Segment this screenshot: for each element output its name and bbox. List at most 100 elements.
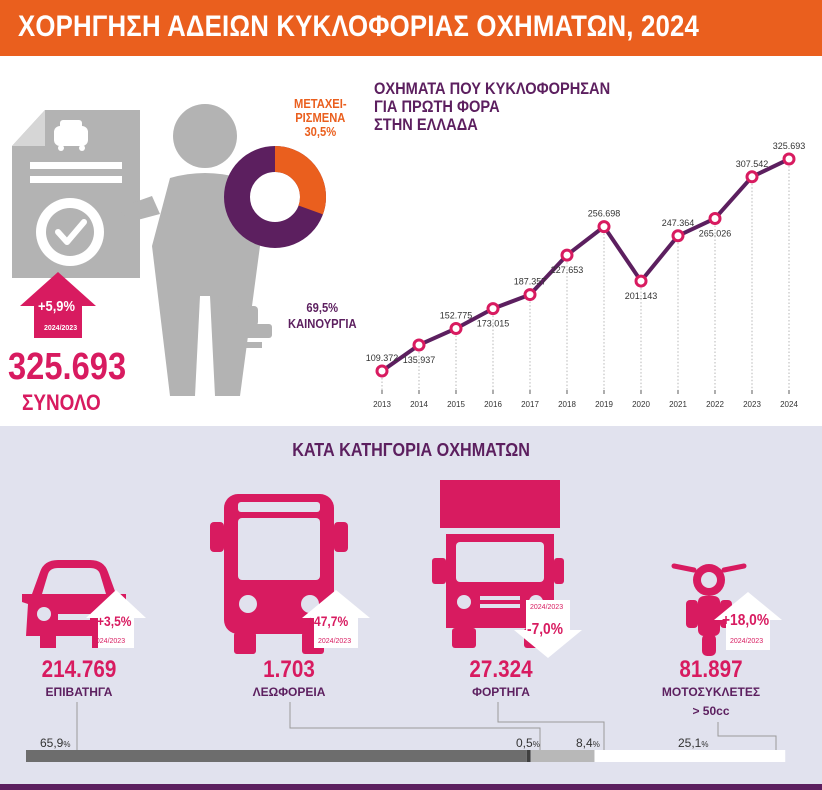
line-chart-title-3: ΣΤΗΝ ΕΛΛΑΔΑ	[374, 115, 478, 134]
buses-value: 1.703	[263, 656, 315, 683]
point-2022	[708, 211, 722, 225]
passenger-label: ΕΠΙΒΑΤΗΓΑ	[45, 685, 113, 699]
x-label-2023: 2023	[743, 400, 761, 409]
value-label-2023: 307.542	[736, 159, 769, 169]
passenger-share-label: 65,9%	[40, 736, 70, 750]
point-2024	[782, 152, 796, 166]
line-chart-title-1: ΟΧΗΜΑΤΑ ΠΟΥ ΚΥΚΛΟΦΟΡΗΣΑΝ	[374, 79, 611, 98]
value-label-2024: 325.693	[773, 141, 806, 151]
trucks-share-value: 8,4	[576, 736, 593, 750]
total-change: +5,9%	[38, 298, 75, 315]
connector-buses	[289, 702, 541, 750]
used-label: ΜΕΤΑΧΕΙ- ΡΙΣΜΕΝΑ 30,5%	[294, 97, 347, 139]
series-line	[380, 157, 790, 373]
pct-sign: %	[532, 740, 540, 749]
pct-sign: %	[63, 740, 71, 749]
document-icon	[12, 110, 140, 278]
pct-sign: %	[701, 740, 709, 749]
trucks-value: 27.324	[469, 656, 533, 683]
point-2023	[745, 170, 759, 184]
x-label-2019: 2019	[595, 400, 613, 409]
point-2018	[560, 248, 574, 262]
line-chart-title: ΟΧΗΜΑΤΑ ΠΟΥ ΚΥΚΛΟΦΟΡΗΣΑΝ ΓΙΑ ΠΡΩΤΗ ΦΟΡΑ …	[374, 80, 610, 134]
value-label-2018: 227.653	[551, 265, 584, 275]
value-label-2020: 201.143	[625, 291, 658, 301]
value-label-2015: 152.775	[440, 310, 473, 320]
buses-share-label: 0,5%	[516, 736, 540, 750]
used-label-line-2: ΡΙΣΜΕΝΑ	[295, 110, 346, 125]
motorcycles-change-period: 2024/2023	[730, 638, 764, 645]
share-segment-buses	[526, 750, 531, 762]
connector-motorcycles	[717, 722, 777, 750]
new-label-text: ΚΑΙΝΟΥΡΓΙΑ	[288, 316, 357, 331]
passenger-change-arrow	[86, 590, 146, 648]
x-label-2014: 2014	[410, 400, 428, 409]
value-label-2016: 173.015	[477, 319, 510, 329]
x-label-2022: 2022	[706, 400, 724, 409]
line-chart: 109.372 2013 135.937 2014 152.775 2015 173.015…	[366, 141, 806, 409]
x-label-2015: 2015	[447, 400, 465, 409]
license-illustration	[12, 104, 272, 396]
point-2019	[597, 220, 611, 234]
new-label: 69,5% ΚΑΙΝΟΥΡΓΙΑ	[288, 300, 357, 332]
bus-icon	[210, 494, 348, 654]
value-label-2019: 256.698	[588, 209, 621, 219]
point-2015	[449, 321, 463, 335]
trucks-label: ΦΟΡΤΗΓΑ	[472, 685, 530, 699]
point-2021	[671, 229, 685, 243]
buses-share-value: 0,5	[516, 736, 533, 750]
buses-change: +47,7%	[307, 613, 349, 629]
point-2020	[634, 274, 648, 288]
share-segment-trucks	[530, 750, 595, 762]
point-2014	[412, 338, 426, 352]
categories-title: ΚΑΤΑ ΚΑΤΗΓΟΡΙΑ ΟΧΗΜΑΤΩΝ	[0, 440, 822, 461]
connector-trucks	[497, 702, 605, 750]
trucks-change-period: 2024/2023	[530, 604, 564, 611]
value-label-2017: 187.357	[514, 277, 547, 287]
total-change-badge	[20, 272, 96, 338]
x-label-2016: 2016	[484, 400, 502, 409]
trucks-change-arrow	[514, 600, 582, 658]
total-label: ΣΥΝΟΛΟ	[22, 390, 101, 415]
point-2017	[523, 288, 537, 302]
share-segment-motorcycles	[594, 750, 786, 762]
motorcycles-label-2: > 50cc	[692, 704, 730, 718]
trucks-change: -7,0%	[527, 621, 563, 638]
motorcycles-label: ΜΟΤΟΣΥΚΛΕΤΕΣ	[661, 685, 761, 699]
passenger-value: 214.769	[41, 656, 117, 683]
new-pct: 69,5%	[306, 300, 339, 315]
passenger-change: +3,5%	[97, 613, 132, 629]
buses-change-period: 2024/2023	[318, 638, 352, 645]
value-label-2021: 247.364	[662, 218, 695, 228]
value-label-2013: 109.372	[366, 353, 399, 363]
line-chart-title-2: ΓΙΑ ΠΡΩΤΗ ΦΟΡΑ	[374, 97, 500, 116]
trucks-share-label: 8,4%	[576, 736, 600, 750]
used-pct: 30,5%	[304, 124, 337, 139]
share-segment-passenger	[26, 750, 527, 762]
footer-bar	[0, 784, 822, 790]
total-change-period: 2024/2023	[44, 325, 78, 332]
x-label-2024: 2024	[780, 400, 798, 409]
passenger-change-period: 2024/2023	[92, 638, 126, 645]
x-label-2020: 2020	[632, 400, 650, 409]
person-icon	[118, 104, 272, 396]
x-label-2018: 2018	[558, 400, 576, 409]
x-label-2013: 2013	[373, 400, 391, 409]
motorcycles-change: +18,0%	[722, 612, 770, 629]
page-title: ΧΟΡΗΓΗΣΗ ΑΔΕΙΩΝ ΚΥΚΛΟΦΟΡΙΑΣ ΟΧΗΜΑΤΩΝ, 20…	[18, 10, 700, 43]
motorcycles-change-arrow	[714, 592, 782, 650]
value-label-2014: 135.937	[403, 355, 436, 365]
motorcycles-value: 81.897	[679, 656, 743, 683]
categories-panel	[0, 426, 822, 784]
value-label-2022: 265.026	[699, 228, 732, 238]
buses-label: ΛΕΩΦΟΡΕΙΑ	[252, 685, 326, 699]
passenger-share-value: 65,9	[40, 736, 64, 750]
share-bar	[26, 702, 786, 762]
total-value: 325.693	[8, 346, 127, 388]
motorcycles-share-value: 25,1	[678, 736, 702, 750]
point-2013	[375, 364, 389, 378]
donut-used-slice	[224, 146, 326, 248]
pct-sign: %	[592, 740, 600, 749]
motorcycles-share-label: 25,1%	[678, 736, 708, 750]
header-bar: ΧΟΡΗΓΗΣΗ ΑΔΕΙΩΝ ΚΥΚΛΟΦΟΡΙΑΣ ΟΧΗΜΑΤΩΝ, 20…	[0, 0, 822, 56]
